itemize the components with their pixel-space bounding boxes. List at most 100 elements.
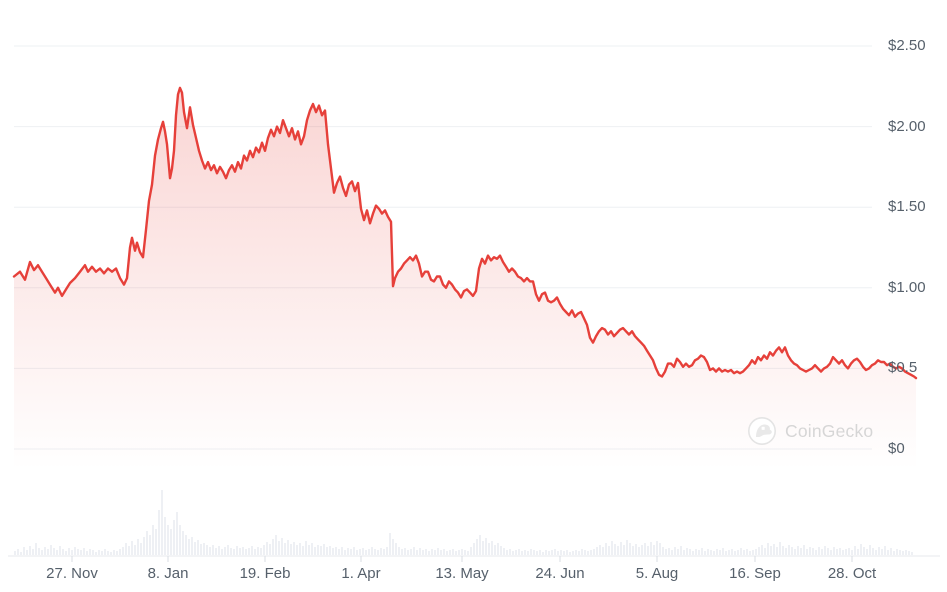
volume-bar — [473, 543, 475, 555]
volume-bar — [767, 543, 769, 555]
volume-bar — [641, 545, 643, 555]
volume-bar — [533, 550, 535, 555]
volume-bar — [431, 549, 433, 555]
volume-bar — [518, 549, 520, 555]
x-axis-label: 28. Oct — [827, 565, 877, 582]
volume-bar — [29, 546, 31, 555]
volume-bar — [248, 548, 250, 555]
volume-bar — [782, 546, 784, 555]
volume-bar — [740, 548, 742, 555]
volume-bar — [404, 548, 406, 555]
x-axis-label: 13. May — [435, 565, 489, 582]
volume-bar — [50, 545, 52, 555]
volume-bar — [305, 541, 307, 555]
volume-bar — [290, 544, 292, 555]
volume-bar — [119, 549, 121, 555]
volume-bar — [230, 548, 232, 555]
volume-bar — [854, 546, 856, 555]
volume-bar — [596, 547, 598, 555]
volume-bar — [842, 550, 844, 555]
volume-bar — [644, 543, 646, 555]
volume-bar — [188, 539, 190, 555]
volume-bar — [134, 545, 136, 555]
y-axis-label: $0 — [888, 440, 905, 457]
volume-bar — [206, 545, 208, 555]
volume-bar — [872, 548, 874, 555]
volume-bar — [605, 543, 607, 555]
volume-bar — [26, 550, 28, 555]
volume-bar — [233, 549, 235, 555]
volume-bar — [788, 545, 790, 555]
volume-bar — [35, 543, 37, 555]
volume-bar — [449, 550, 451, 555]
volume-bar — [554, 549, 556, 555]
y-axis-label: $1.00 — [888, 278, 926, 296]
volume-bar — [236, 546, 238, 555]
volume-bar — [722, 548, 724, 555]
volume-bar — [425, 549, 427, 555]
y-axis-label: $2.00 — [888, 117, 926, 135]
volume-bar — [137, 539, 139, 555]
volume-bar — [875, 550, 877, 555]
volume-bar — [20, 552, 22, 555]
volume-bar — [317, 545, 319, 555]
volume-bar — [905, 550, 907, 555]
volume-bar — [497, 543, 499, 555]
volume-bar — [512, 551, 514, 555]
volume-bar — [284, 543, 286, 555]
volume-bar — [380, 548, 382, 555]
volume-bar — [815, 550, 817, 555]
volume-bar — [530, 549, 532, 555]
volume-bar — [818, 547, 820, 555]
volume-bar — [695, 549, 697, 555]
volume-bar — [506, 550, 508, 555]
volume-bar — [362, 548, 364, 555]
volume-bar — [617, 546, 619, 555]
volume-bar — [326, 547, 328, 555]
volume-bar — [476, 539, 478, 555]
x-axis-label: 27. Nov — [46, 565, 98, 582]
volume-bar — [77, 549, 79, 555]
volume-bar — [308, 545, 310, 555]
volume-bar — [593, 549, 595, 555]
volume-bar — [437, 548, 439, 555]
volume-bar — [542, 552, 544, 555]
volume-bar — [560, 550, 562, 555]
volume-bar — [398, 547, 400, 555]
volume-bar — [884, 546, 886, 555]
volume-bar — [410, 549, 412, 555]
volume-bar — [128, 546, 130, 555]
volume-bar — [296, 545, 298, 555]
volume-bar — [368, 549, 370, 555]
volume-bar — [797, 546, 799, 555]
volume-bar — [491, 541, 493, 555]
volume-bar — [743, 550, 745, 555]
volume-bar — [383, 549, 385, 555]
volume-bar — [863, 547, 865, 555]
volume-bar — [323, 544, 325, 555]
volume-bar — [545, 550, 547, 555]
volume-bar — [836, 549, 838, 555]
volume-bar — [197, 540, 199, 555]
volume-bar — [878, 547, 880, 555]
volume-bar — [626, 540, 628, 555]
volume-bar — [107, 551, 109, 555]
volume-bar — [581, 549, 583, 555]
volume-bar — [692, 551, 694, 555]
volume-bar — [635, 544, 637, 555]
volume-bar — [707, 549, 709, 555]
volume-bar — [101, 551, 103, 555]
volume-bar — [704, 551, 706, 555]
volume-bar — [764, 548, 766, 555]
volume-bar — [671, 550, 673, 555]
volume-bar — [464, 550, 466, 555]
volume-bar — [755, 549, 757, 555]
volume-bar — [176, 512, 178, 555]
x-axis-label: 8. Jan — [147, 565, 189, 582]
volume-bar — [566, 550, 568, 555]
volume-bar — [668, 548, 670, 555]
volume-bar — [245, 549, 247, 555]
volume-bar — [278, 541, 280, 555]
volume-bar — [191, 537, 193, 555]
